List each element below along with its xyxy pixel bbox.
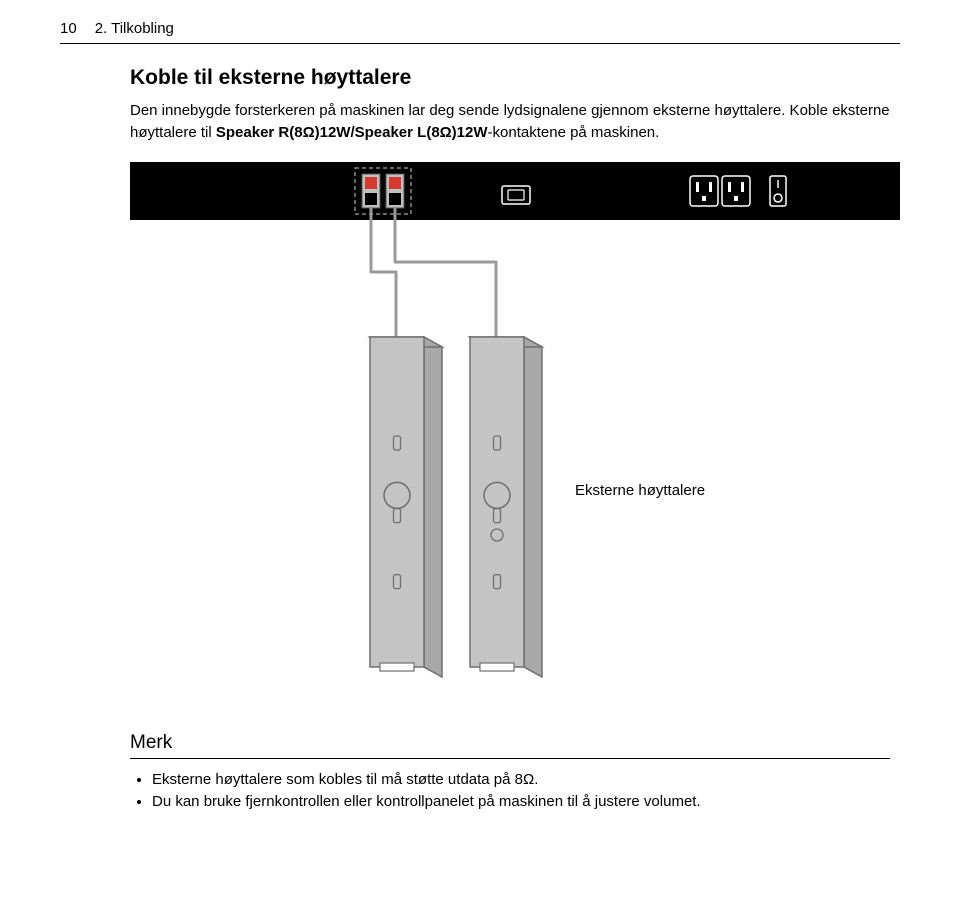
note-block: Merk Eksterne høyttalere som kobles til … bbox=[130, 732, 890, 814]
diagram-label: Eksterne høyttalere bbox=[575, 482, 705, 499]
connection-diagram: Eksterne høyttalere bbox=[130, 162, 900, 702]
note-item: Eksterne høyttalere som kobles til må st… bbox=[152, 769, 890, 792]
intro-bold: Speaker R(8Ω)12W/Speaker L(8Ω)12W bbox=[216, 124, 488, 141]
page-title: Koble til eksterne høyttalere bbox=[130, 66, 890, 90]
intro-p2: -kontaktene på maskinen. bbox=[488, 124, 660, 141]
note-list: Eksterne høyttalere som kobles til må st… bbox=[130, 769, 890, 814]
note-item: Du kan bruke fjernkontrollen eller kontr… bbox=[152, 791, 890, 814]
note-title: Merk bbox=[130, 732, 890, 759]
diagram-svg bbox=[130, 162, 900, 702]
page-header: 10 2. Tilkobling bbox=[60, 20, 900, 44]
intro-paragraph: Den innebygde forsterkeren på maskinen l… bbox=[130, 100, 890, 144]
page-number: 10 bbox=[60, 20, 77, 37]
section-label: 2. Tilkobling bbox=[95, 20, 174, 37]
